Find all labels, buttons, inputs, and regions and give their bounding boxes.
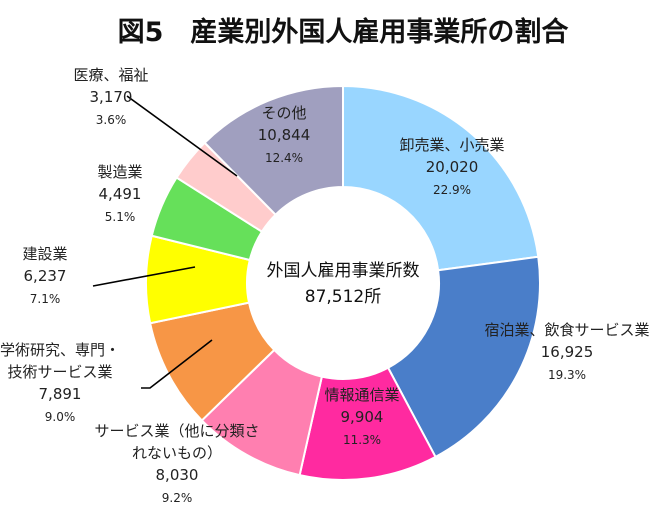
slice-9-wedge xyxy=(203,84,344,217)
center-label: 外国人雇用事業所数 xyxy=(267,261,420,281)
slice-4-value: 8,030 xyxy=(156,466,199,484)
slice-6-percent: 7.1% xyxy=(30,292,61,306)
slice-9-name: その他 xyxy=(261,104,306,122)
slice-2-name: 宿泊業、飲食サービス業 xyxy=(484,321,649,339)
slice-4-name-line2: れないもの） xyxy=(132,444,222,462)
slice-1-name: 卸売業、小売業 xyxy=(399,136,504,154)
slice-4-percent: 9.2% xyxy=(162,491,193,505)
slice-2-wedge xyxy=(386,255,541,459)
slice-5-value: 7,891 xyxy=(39,385,82,403)
center-value: 87,512所 xyxy=(305,287,381,307)
slice-2-value: 16,925 xyxy=(541,343,594,361)
slice-4-name-line1: サービス業（他に分類さ xyxy=(94,422,259,440)
slice-7-percent: 5.1% xyxy=(105,210,136,224)
slice-1-percent: 22.9% xyxy=(433,183,471,197)
donut-slices xyxy=(145,84,541,481)
leader-lines xyxy=(92,95,238,389)
slice-3-percent: 11.3% xyxy=(343,433,381,447)
slice-1-value: 20,020 xyxy=(426,158,479,176)
slice-7-value: 4,491 xyxy=(99,185,142,203)
slice-3-name: 情報通信業 xyxy=(324,386,399,404)
slice-8-leader-line xyxy=(126,95,238,177)
slice-5-leader-line xyxy=(141,339,213,389)
slice-2-percent: 19.3% xyxy=(548,368,586,382)
slice-labels: 卸売業、小売業 20,020 22.9% 宿泊業、飲食サービス業 16,925 19.3%… xyxy=(0,66,650,505)
slice-5-name-line1: 学術研究、専門・ xyxy=(0,341,120,359)
slice-8-value: 3,170 xyxy=(90,88,133,106)
slice-8-percent: 3.6% xyxy=(96,113,127,127)
slice-9-percent: 12.4% xyxy=(265,151,303,165)
slice-6-name: 建設業 xyxy=(22,245,67,263)
slice-8-name: 医療、福祉 xyxy=(73,66,148,84)
slice-5-name-line2: 技術サービス業 xyxy=(7,363,112,381)
slice-6-leader-line xyxy=(92,266,196,287)
slice-9-value: 10,844 xyxy=(258,126,311,144)
slice-3-value: 9,904 xyxy=(341,408,384,426)
chart-title: 図5 産業別外国人雇用事業所の割合 xyxy=(118,16,569,48)
slice-7-name: 製造業 xyxy=(97,163,142,181)
slice-5-percent: 9.0% xyxy=(45,410,76,424)
slice-1-wedge xyxy=(342,84,540,272)
slice-6-value: 6,237 xyxy=(24,267,67,285)
